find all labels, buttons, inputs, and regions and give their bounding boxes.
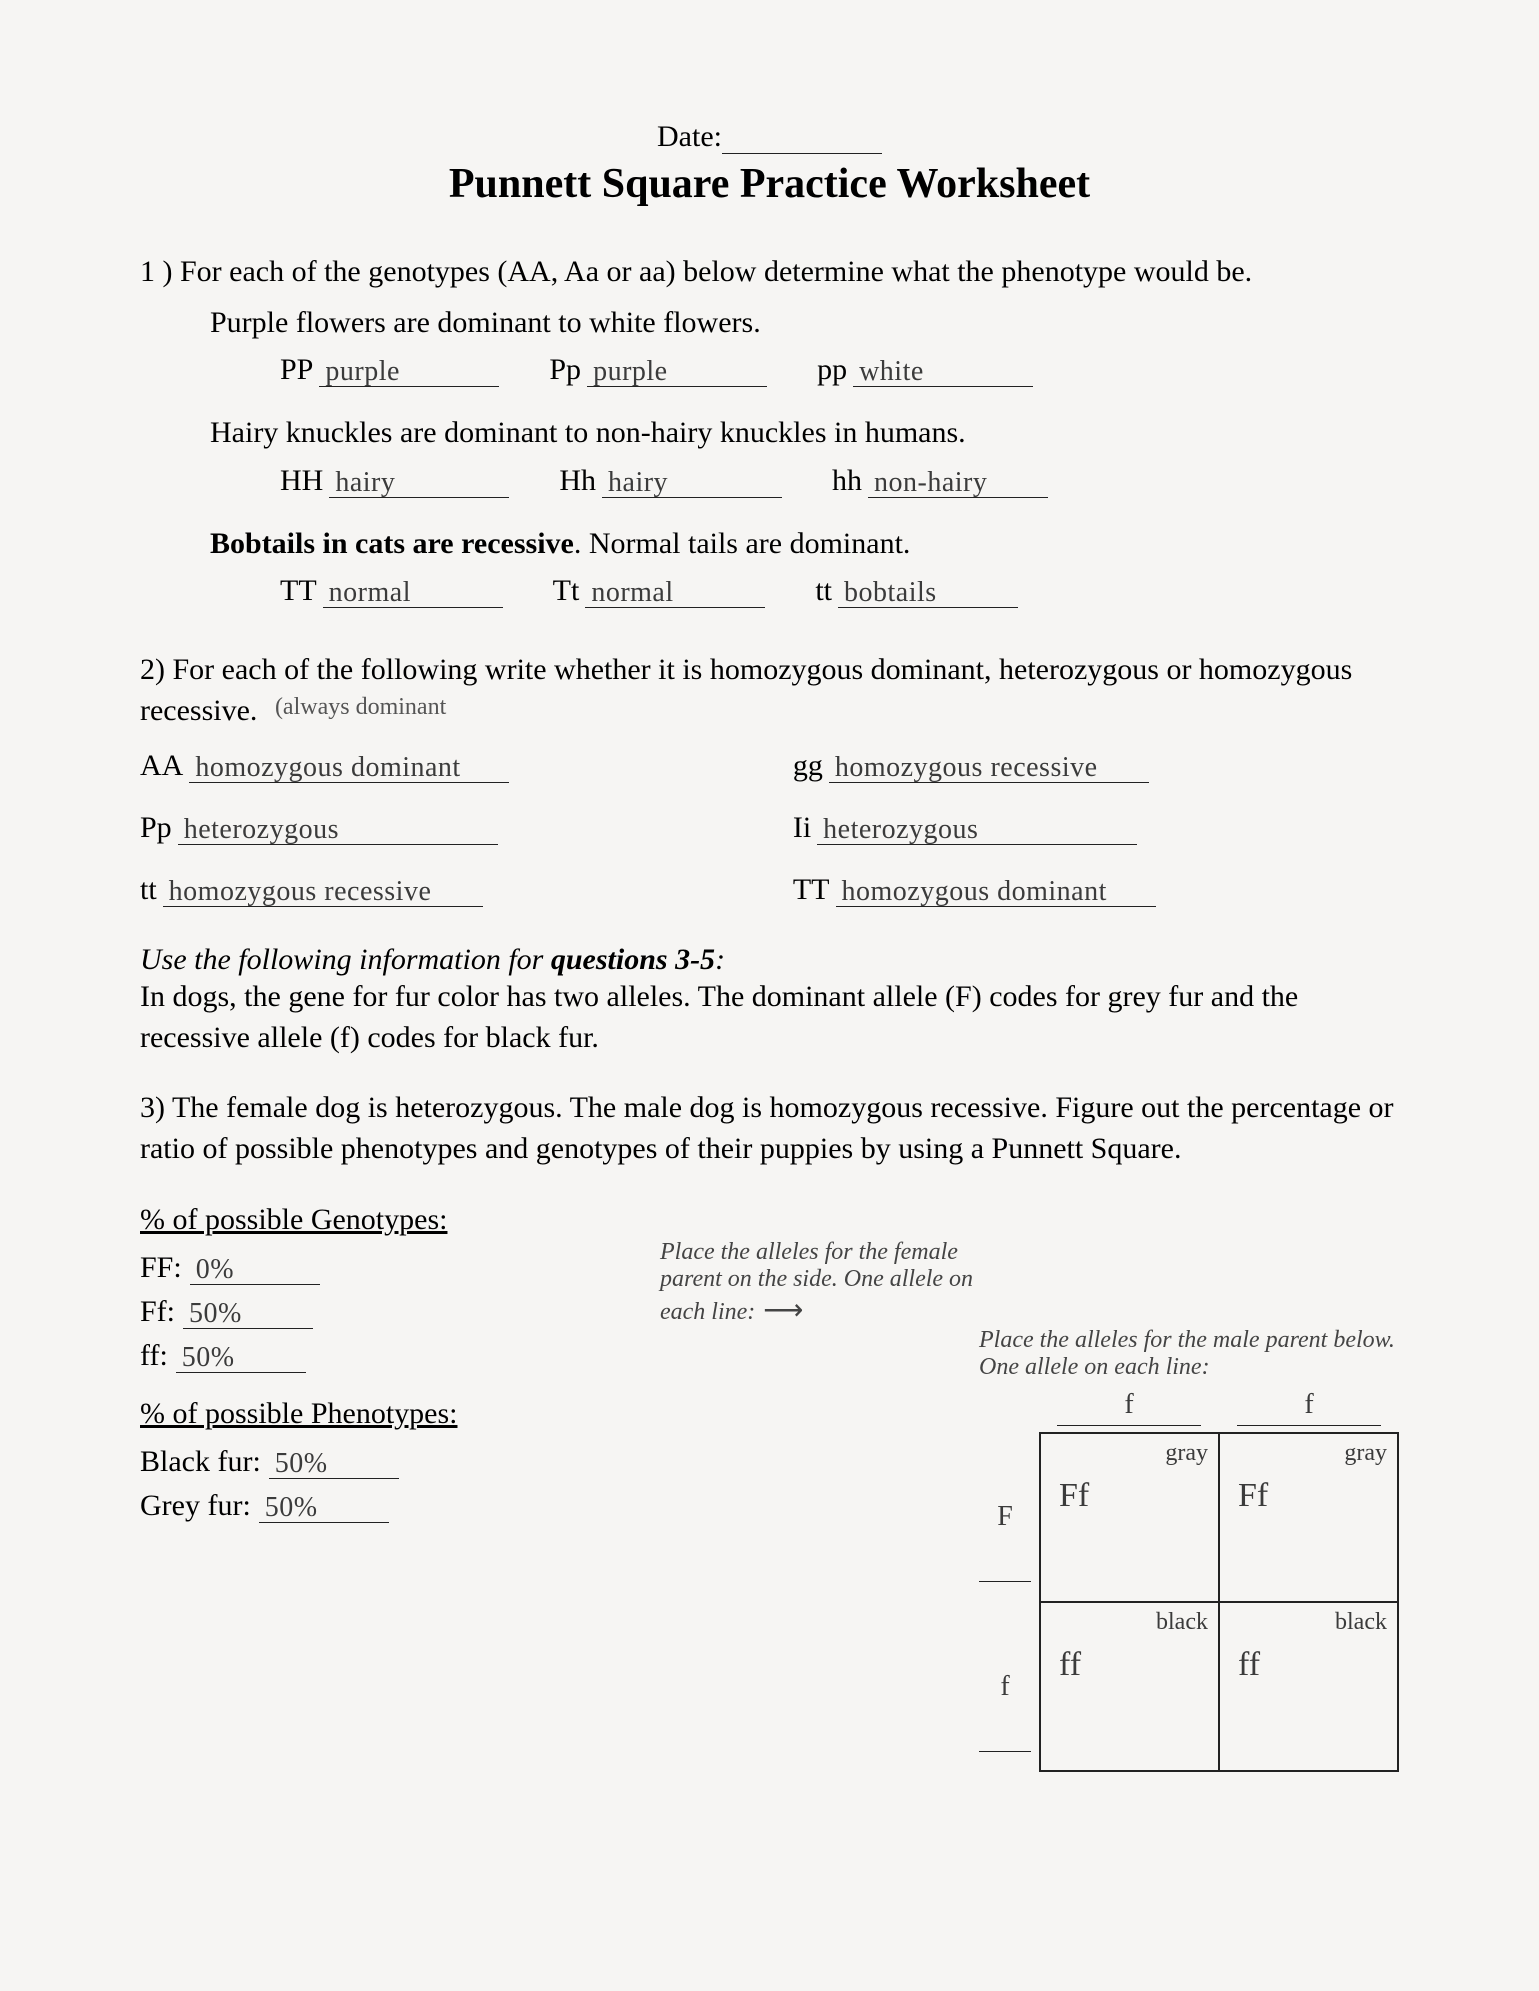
cell-11-pheno: black <box>1230 1609 1387 1636</box>
q3-punnett-area: Place the alleles for the male parent be… <box>979 1327 1399 1772</box>
q3-prompt: 3) The female dog is heterozygous. The m… <box>140 1088 1399 1169</box>
q1-t1-g1: Hh <box>559 464 596 498</box>
punnett-cell-10: black ff <box>1040 1602 1219 1771</box>
q3-pheno-0-ans: 50% <box>275 1448 328 1480</box>
q3-geno-2-lbl: ff: <box>140 1339 168 1373</box>
date-line: Date: <box>140 120 1399 154</box>
q2-g4: tt <box>140 873 157 907</box>
q1-t2-post: . Normal tails are dominant. <box>574 527 911 560</box>
q3-geno-0-lbl: FF: <box>140 1251 182 1285</box>
punnett-square: F f gray Ff gray Ff <box>979 1432 1399 1772</box>
female-allele-0: F <box>997 1501 1013 1533</box>
cell-10-geno: ff <box>1051 1646 1081 1683</box>
arrow-right-icon: ⟶ <box>763 1293 803 1327</box>
male-allele-0: f <box>1124 1389 1133 1420</box>
info-head: Use the following information for questi… <box>140 943 1399 977</box>
q1-trait-0-desc: Purple flowers are dominant to white flo… <box>140 303 1399 344</box>
punnett-cell-11: black ff <box>1219 1602 1398 1771</box>
q1-trait-2-answers: TT normal Tt normal tt bobtails <box>140 574 1399 608</box>
q1-t2-a0: normal <box>329 577 411 609</box>
cell-11-geno: ff <box>1230 1646 1260 1683</box>
q1-t0-a0: purple <box>325 356 400 388</box>
q3-geno-1-ans: 50% <box>189 1298 242 1330</box>
punnett-table: gray Ff gray Ff black ff <box>1039 1432 1399 1772</box>
q1-t2-pre: Bobtails in cats are recessive <box>210 527 574 560</box>
q1-t0-g0: PP <box>280 353 313 387</box>
q2-a3: heterozygous <box>823 814 978 846</box>
q3-male-note: Place the alleles for the male parent be… <box>979 1327 1399 1381</box>
worksheet-title: Punnett Square Practice Worksheet <box>140 160 1399 208</box>
q1-t2-g0: TT <box>280 574 317 608</box>
q1-t1-a0: hairy <box>335 467 395 499</box>
q2-g2: Pp <box>140 811 172 845</box>
q1-t1-g0: HH <box>280 464 323 498</box>
info-head-pre: Use the following information for <box>140 943 551 976</box>
q1-t0-a2: white <box>859 356 924 388</box>
q1-t0-g1: Pp <box>549 353 581 387</box>
q2-a0: homozygous dominant <box>195 752 460 784</box>
worksheet-page: Date: Punnett Square Practice Worksheet … <box>0 0 1539 1991</box>
cell-00-pheno: gray <box>1051 1440 1208 1467</box>
punnett-cell-00: gray Ff <box>1040 1433 1219 1602</box>
q1-t2-g1: Tt <box>553 574 580 608</box>
info-body: In dogs, the gene for fur color has two … <box>140 977 1399 1058</box>
q3-pheno-1-lbl: Grey fur: <box>140 1489 251 1523</box>
male-allele-1: f <box>1304 1389 1313 1420</box>
q3-geno-2-ans: 50% <box>182 1342 235 1374</box>
female-alleles-col: F f <box>979 1432 1039 1772</box>
q1-trait-1-desc: Hairy knuckles are dominant to non-hairy… <box>140 413 1399 454</box>
q3-pheno-1-ans: 50% <box>265 1492 318 1524</box>
q3-female-note-text: Place the alleles for the female parent … <box>660 1239 973 1325</box>
q1-trait-0-answers: PP purple Pp purple ppwhite <box>140 353 1399 387</box>
q1-trait-1-answers: HHhairy Hhhairy hhnon-hairy <box>140 464 1399 498</box>
q1-t1-a2: non-hairy <box>874 467 987 499</box>
cell-00-geno: Ff <box>1051 1477 1089 1514</box>
info-head-post: : <box>715 943 725 976</box>
date-label: Date: <box>657 120 722 153</box>
punnett-cell-01: gray Ff <box>1219 1433 1398 1602</box>
q2-margin-note: (always dominant <box>275 691 446 723</box>
q2-a2: heterozygous <box>184 814 339 846</box>
info-head-bold: questions 3-5 <box>551 943 715 976</box>
q3-geno-head: % of possible Genotypes: <box>140 1203 660 1237</box>
q1-t2-g2: tt <box>815 574 832 608</box>
q2-g5: TT <box>793 873 830 907</box>
q1-t1-g2: hh <box>832 464 862 498</box>
q2-g1: gg <box>793 749 823 783</box>
cell-10-pheno: black <box>1051 1609 1208 1636</box>
cell-01-pheno: gray <box>1230 1440 1387 1467</box>
q3-pheno-head: % of possible Phenotypes: <box>140 1397 660 1431</box>
cell-01-geno: Ff <box>1230 1477 1268 1514</box>
q2-g0: AA <box>140 749 183 783</box>
female-allele-1: f <box>1000 1671 1009 1703</box>
q3-pheno-0-lbl: Black fur: <box>140 1445 261 1479</box>
q3-area: % of possible Genotypes: FF:0% Ff:50% ff… <box>140 1179 1399 1772</box>
q3-results: % of possible Genotypes: FF:0% Ff:50% ff… <box>140 1179 660 1533</box>
q1-t2-a1: normal <box>591 577 673 609</box>
q1-t0-a1: purple <box>593 356 668 388</box>
q1-t2-a2: bobtails <box>844 577 937 609</box>
date-blank <box>722 129 882 154</box>
q3-female-note: Place the alleles for the female parent … <box>660 1179 1000 1327</box>
q2-prompt: 2) For each of the following write wheth… <box>140 650 1399 731</box>
q1-t1-a1: hairy <box>608 467 668 499</box>
q2-grid: AA homozygous dominant gg homozygous reces… <box>140 749 1399 907</box>
q1-prompt: 1 ) For each of the genotypes (AA, Aa or… <box>140 252 1399 293</box>
q1-trait-2-desc: Bobtails in cats are recessive. Normal t… <box>140 524 1399 565</box>
q3-geno-1-lbl: Ff: <box>140 1295 175 1329</box>
male-alleles-row: f f <box>979 1389 1399 1426</box>
q2-a4: homozygous recessive <box>169 876 432 908</box>
q2-g3: Ii <box>793 811 811 845</box>
q2-a5: homozygous dominant <box>842 876 1107 908</box>
q2-a1: homozygous recessive <box>835 752 1098 784</box>
q1-t0-g2: pp <box>817 353 847 387</box>
q3-geno-0-ans: 0% <box>196 1254 234 1286</box>
